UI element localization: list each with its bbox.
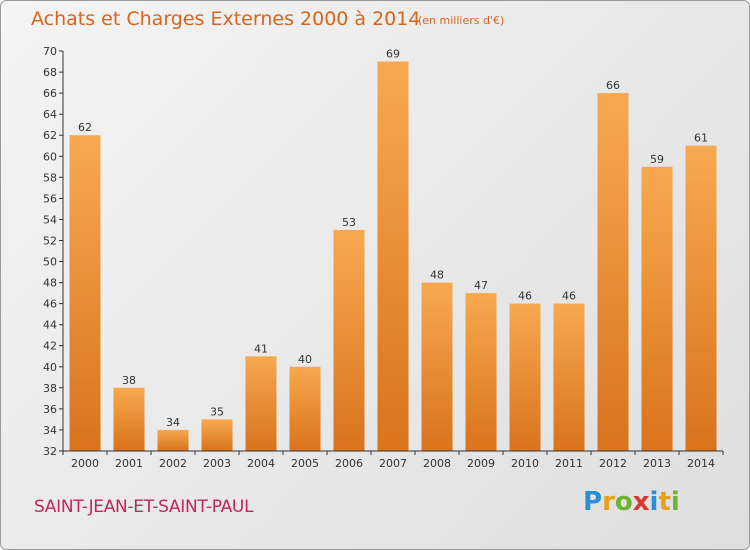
data-label: 53	[342, 216, 356, 229]
bar	[509, 303, 541, 451]
bar	[597, 93, 629, 451]
data-label: 38	[122, 374, 136, 387]
data-label: 69	[386, 48, 400, 61]
data-label: 48	[430, 269, 444, 282]
x-tick-label: 2001	[115, 457, 143, 470]
bar	[69, 135, 101, 451]
y-tick-label: 46	[43, 298, 57, 311]
data-label: 59	[650, 153, 664, 166]
data-label: 46	[518, 290, 532, 303]
data-label: 35	[210, 405, 224, 418]
x-tick-label: 2012	[599, 457, 627, 470]
y-tick-label: 66	[43, 87, 57, 100]
x-tick-label: 2003	[203, 457, 231, 470]
proxiti-logo: Proxiti	[583, 487, 680, 517]
commune-name: SAINT-JEAN-ET-SAINT-PAUL	[34, 497, 254, 517]
logo-letter: i	[649, 487, 659, 517]
x-tick-label: 2007	[379, 457, 407, 470]
y-tick-label: 64	[43, 108, 57, 121]
y-tick-label: 62	[43, 129, 57, 142]
y-tick-label: 36	[43, 403, 57, 416]
x-tick-label: 2006	[335, 457, 363, 470]
bar	[245, 356, 277, 451]
x-tick-label: 2002	[159, 457, 187, 470]
bar	[641, 166, 673, 452]
chart-subtitle: (en milliers d'€)	[418, 14, 505, 27]
bar	[333, 229, 365, 451]
x-tick-label: 2008	[423, 457, 451, 470]
x-tick-label: 2000	[71, 457, 99, 470]
y-tick-label: 60	[43, 150, 57, 163]
x-tick-label: 2004	[247, 457, 275, 470]
data-label: 62	[78, 121, 92, 134]
data-label: 61	[694, 132, 708, 145]
bar	[113, 387, 145, 451]
bar	[289, 366, 321, 451]
x-tick-label: 2009	[467, 457, 495, 470]
logo-letter: t	[658, 487, 671, 517]
logo-letter: x	[632, 487, 650, 517]
logo-letter: o	[614, 487, 633, 517]
x-tick-label: 2005	[291, 457, 319, 470]
bar	[553, 303, 585, 451]
y-tick-label: 58	[43, 171, 57, 184]
y-tick-label: 44	[43, 319, 57, 332]
x-tick-label: 2011	[555, 457, 583, 470]
y-tick-label: 34	[43, 424, 57, 437]
data-label: 41	[254, 342, 268, 355]
data-label: 47	[474, 279, 488, 292]
logo-letter: P	[583, 487, 603, 517]
y-tick-label: 48	[43, 277, 57, 290]
y-tick-label: 38	[43, 382, 57, 395]
logo-letter: i	[670, 487, 680, 517]
logo-letter: r	[602, 487, 615, 517]
data-label: 66	[606, 79, 620, 92]
bar	[157, 429, 189, 451]
y-tick-label: 40	[43, 361, 57, 374]
x-tick-label: 2014	[687, 457, 715, 470]
y-tick-label: 50	[43, 256, 57, 269]
data-label: 40	[298, 353, 312, 366]
x-tick-label: 2010	[511, 457, 539, 470]
bar	[377, 61, 409, 451]
data-label: 46	[562, 290, 576, 303]
y-tick-label: 32	[43, 445, 57, 458]
chart-title: Achats et Charges Externes 2000 à 2014	[31, 8, 421, 30]
y-tick-label: 54	[43, 213, 57, 226]
x-tick-label: 2013	[643, 457, 671, 470]
bar	[685, 145, 717, 451]
bar	[421, 282, 453, 451]
bar	[465, 293, 497, 451]
y-tick-label: 70	[43, 45, 57, 58]
y-tick-label: 42	[43, 340, 57, 353]
y-tick-label: 56	[43, 192, 57, 205]
y-tick-label: 68	[43, 66, 57, 79]
data-label: 34	[166, 416, 180, 429]
bar	[201, 419, 233, 451]
y-tick-label: 52	[43, 235, 57, 248]
